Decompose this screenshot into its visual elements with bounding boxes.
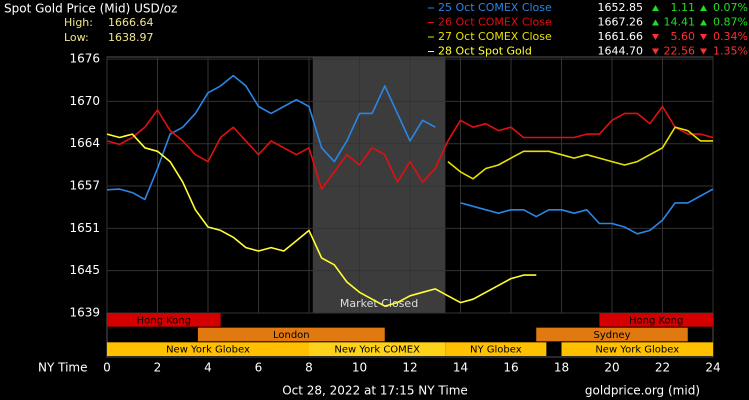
stat-value: 1666.64 xyxy=(108,16,154,29)
legend-last: 1644.70 xyxy=(598,45,644,58)
legend-change: 22.56 xyxy=(664,45,696,58)
x-tick-label: 6 xyxy=(255,361,263,375)
legend-name: 25 Oct COMEX Close xyxy=(438,1,552,14)
x-tick-label: 18 xyxy=(554,361,569,375)
legend-change: 0.87% xyxy=(713,16,748,29)
y-tick-label: 1664 xyxy=(69,136,100,150)
legend-last: 1652.85 xyxy=(598,1,644,14)
session-label: Sydney xyxy=(593,330,630,341)
change-arrow xyxy=(700,48,707,55)
series-line xyxy=(106,74,714,235)
y-tick-label: 1639 xyxy=(69,305,100,319)
change-arrow xyxy=(652,48,659,55)
session-bar xyxy=(107,342,309,356)
session-bar xyxy=(107,312,221,327)
source: goldprice.org (mid) xyxy=(585,384,700,398)
change-arrow xyxy=(700,19,707,26)
x-axis-label: NY Time xyxy=(38,361,88,375)
x-tick-label: 4 xyxy=(204,361,212,375)
legend-last: 1667.26 xyxy=(598,16,644,29)
x-tick-label: 12 xyxy=(402,361,417,375)
legend-change: 5.60 xyxy=(671,30,696,43)
legend-change: 1.11 xyxy=(671,1,696,14)
x-tick-label: 24 xyxy=(705,361,720,375)
session-bar xyxy=(561,342,713,356)
session-label: New York Globex xyxy=(166,345,250,356)
series-line xyxy=(447,126,713,180)
session-bar xyxy=(599,312,713,327)
x-tick-label: 14 xyxy=(453,361,468,375)
x-tick-label: 16 xyxy=(503,361,518,375)
y-tick-label: 1657 xyxy=(69,179,100,193)
series-line xyxy=(106,133,537,307)
stat-label: High: xyxy=(64,16,93,29)
legend-name: 27 Oct COMEX Close xyxy=(438,30,552,43)
x-tick-label: 20 xyxy=(604,361,619,375)
session-label: New York Globex xyxy=(595,345,679,356)
session-label: London xyxy=(273,330,310,341)
session-label: NY Globex xyxy=(470,345,522,356)
session-label: Hong Kong xyxy=(137,315,191,326)
session-bar xyxy=(536,327,688,342)
x-tick-label: 22 xyxy=(655,361,670,375)
session-bar xyxy=(309,342,446,356)
footer: Oct 28, 2022 at 17:15 NY Time xyxy=(282,384,468,398)
legend-change: 14.41 xyxy=(664,16,696,29)
change-arrow xyxy=(700,34,707,40)
legend-change: 0.07% xyxy=(713,1,748,14)
x-tick-label: 8 xyxy=(305,361,313,375)
stat-value: 1638.97 xyxy=(108,31,154,44)
y-tick-label: 1645 xyxy=(69,263,100,277)
y-tick-label: 1676 xyxy=(69,52,100,66)
legend-last: 1661.66 xyxy=(598,30,644,43)
legend-name: 26 Oct COMEX Close xyxy=(438,16,552,29)
x-tick-label: 10 xyxy=(352,361,367,375)
x-tick-label: 0 xyxy=(103,361,111,375)
session-label: Hong Kong xyxy=(629,315,683,326)
chart-title: Spot Gold Price (Mid) USD/oz xyxy=(4,2,177,16)
change-arrow xyxy=(700,5,707,11)
legend-change: 0.34% xyxy=(713,30,748,43)
x-tick-label: 2 xyxy=(154,361,162,375)
y-tick-label: 1670 xyxy=(69,94,100,108)
stat-label: Low: xyxy=(64,31,89,44)
y-tick-label: 1651 xyxy=(69,221,100,235)
market-closed-region xyxy=(312,57,446,313)
session-bar xyxy=(197,327,385,342)
session-bar xyxy=(445,342,547,356)
change-arrow xyxy=(652,5,659,11)
session-label: New York COMEX xyxy=(334,345,420,356)
series-line xyxy=(106,105,714,190)
legend-change: 1.35% xyxy=(713,45,748,58)
legend-name: 28 Oct Spot Gold xyxy=(438,45,532,58)
change-arrow xyxy=(652,34,659,40)
change-arrow xyxy=(652,19,659,26)
